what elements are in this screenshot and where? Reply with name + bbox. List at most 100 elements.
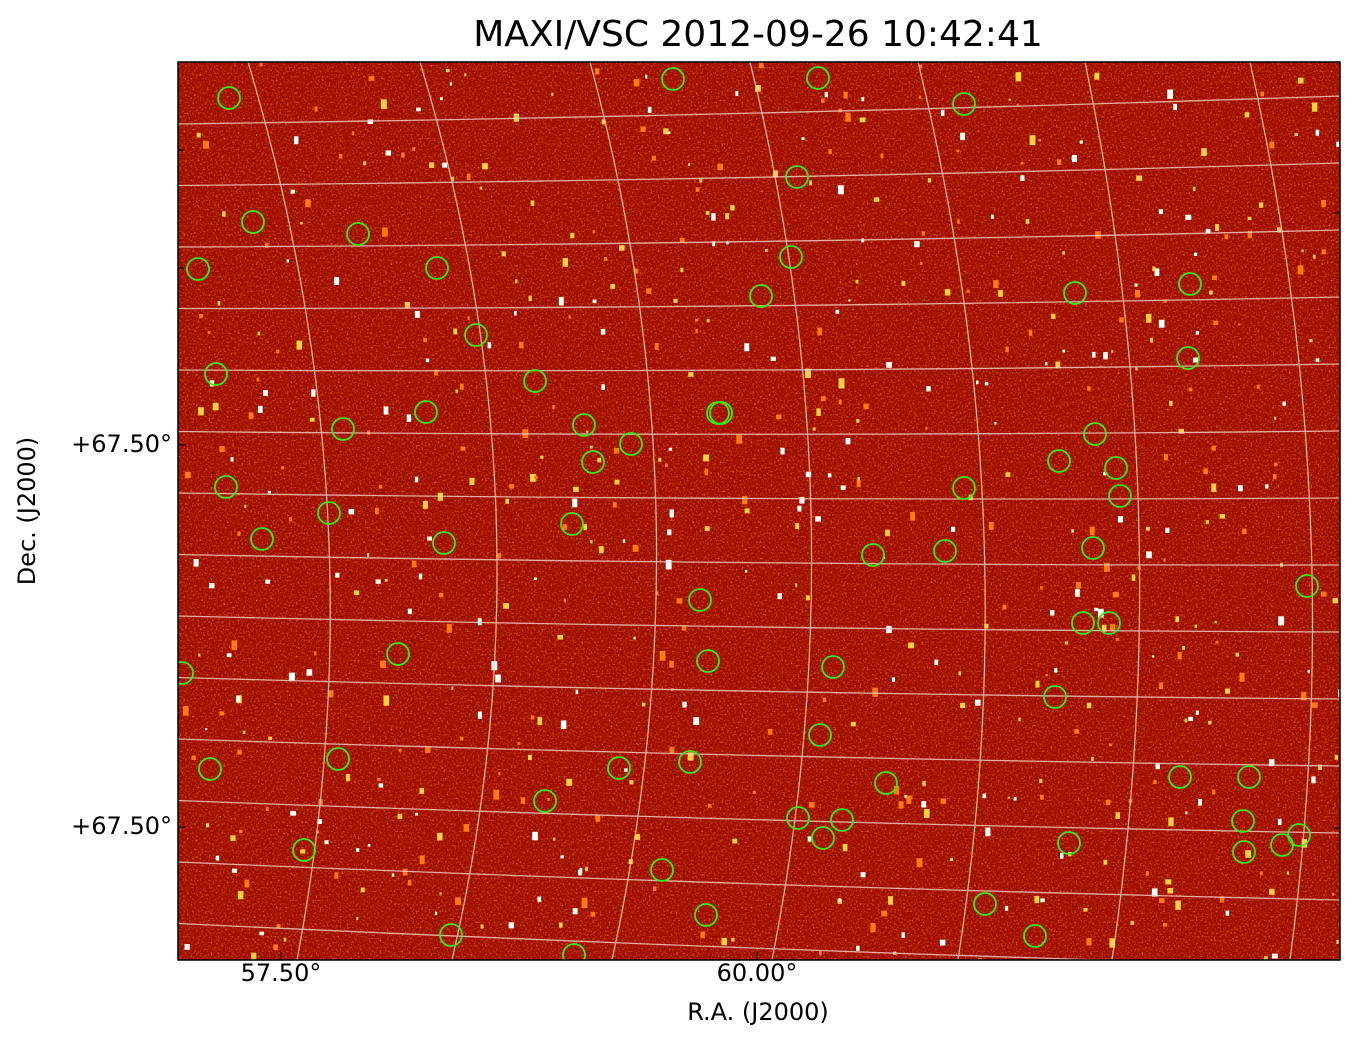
speckle xyxy=(1119,317,1124,323)
speckle xyxy=(568,315,571,319)
speckle xyxy=(184,944,190,950)
marker-circle xyxy=(709,401,733,425)
speckle xyxy=(528,295,532,302)
marker-circle xyxy=(874,771,898,795)
speckle xyxy=(209,583,215,589)
speckle xyxy=(1150,337,1153,343)
speckle xyxy=(558,296,564,306)
speckle xyxy=(1247,216,1252,220)
speckle xyxy=(695,187,700,192)
speckle xyxy=(334,277,340,285)
speckle xyxy=(1209,290,1213,295)
speckle xyxy=(1205,228,1211,234)
speckle xyxy=(1151,655,1155,658)
speckle xyxy=(776,414,782,420)
speckle xyxy=(380,99,387,109)
speckle xyxy=(404,301,410,308)
speckle xyxy=(1040,586,1043,590)
speckle xyxy=(1087,386,1091,391)
speckle xyxy=(665,559,672,570)
speckle xyxy=(429,162,435,168)
speckle xyxy=(1182,645,1185,650)
speckle xyxy=(425,746,431,753)
speckle xyxy=(383,695,390,706)
speckle xyxy=(590,539,593,544)
speckle xyxy=(355,848,360,852)
speckle xyxy=(1045,362,1048,366)
speckle xyxy=(442,162,448,168)
speckle xyxy=(914,241,920,248)
speckle xyxy=(338,153,343,159)
speckle xyxy=(957,219,960,224)
speckle xyxy=(885,529,890,537)
speckle xyxy=(1103,471,1107,476)
speckle xyxy=(695,328,698,333)
speckle xyxy=(604,256,608,261)
speckle xyxy=(1311,102,1318,112)
marker-circle xyxy=(326,747,350,771)
speckle xyxy=(237,749,242,755)
marker-circle xyxy=(678,750,702,774)
parallel xyxy=(178,922,1122,960)
speckle xyxy=(356,916,359,920)
marker-circle xyxy=(1108,484,1132,508)
speckle xyxy=(239,829,243,834)
speckle xyxy=(517,742,521,745)
speckle xyxy=(1260,91,1265,97)
marker-circle xyxy=(1047,449,1071,473)
speckle xyxy=(540,455,544,459)
speckle xyxy=(529,473,536,482)
speckle xyxy=(464,73,467,77)
speckle xyxy=(259,931,264,936)
speckle xyxy=(988,521,994,530)
speckle xyxy=(434,911,438,916)
speckle xyxy=(1258,202,1264,208)
speckle xyxy=(256,377,260,382)
speckle xyxy=(267,490,271,494)
parallel xyxy=(178,162,1340,187)
speckle xyxy=(1094,72,1100,80)
speckle xyxy=(904,794,907,798)
speckle xyxy=(402,868,408,876)
speckle xyxy=(1268,759,1275,767)
speckle xyxy=(704,468,709,476)
speckle xyxy=(259,62,263,67)
marker-circle xyxy=(1043,685,1067,709)
speckle xyxy=(198,653,201,657)
speckle xyxy=(977,957,983,960)
speckle xyxy=(446,623,452,633)
speckle xyxy=(560,720,567,730)
marker-circle xyxy=(432,531,456,555)
speckle xyxy=(985,827,991,837)
speckle xyxy=(368,76,375,81)
speckle xyxy=(994,422,997,425)
speckle xyxy=(1035,680,1040,688)
speckle xyxy=(212,402,219,411)
marker-circle xyxy=(806,66,830,90)
speckle xyxy=(1165,879,1172,885)
speckle xyxy=(840,485,846,490)
marker-circle xyxy=(952,92,976,116)
speckle xyxy=(614,479,620,485)
speckle xyxy=(1040,794,1044,800)
speckle xyxy=(940,109,945,116)
marker-circle xyxy=(439,923,463,947)
speckle xyxy=(842,843,848,852)
speckle xyxy=(407,879,412,886)
speckle xyxy=(1038,138,1042,142)
speckle xyxy=(412,560,417,568)
speckle xyxy=(248,412,254,420)
speckle xyxy=(469,477,475,485)
speckle xyxy=(1273,474,1277,480)
speckle xyxy=(1086,937,1092,946)
speckle xyxy=(1154,268,1160,276)
speckle xyxy=(706,318,710,323)
speckle xyxy=(725,213,729,220)
speckle xyxy=(273,944,278,950)
speckle xyxy=(920,261,923,265)
speckle xyxy=(960,702,966,709)
marker-circle xyxy=(650,858,674,882)
meridian xyxy=(1249,62,1314,960)
speckle xyxy=(527,754,532,760)
